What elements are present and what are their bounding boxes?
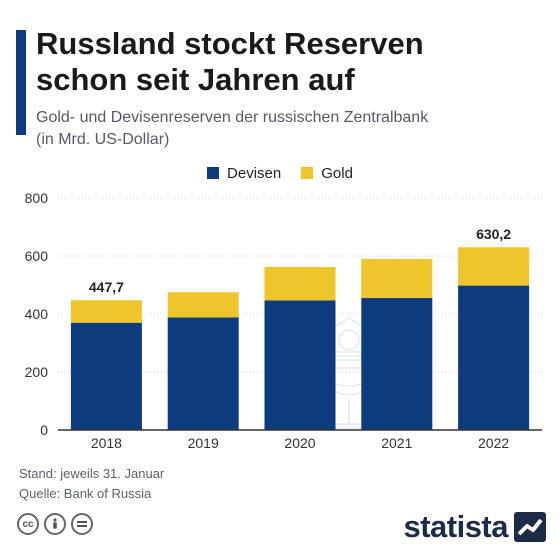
x-tick-label: 2020	[284, 435, 315, 451]
bar-gold-2021	[361, 258, 433, 299]
legend-swatch-gold	[301, 167, 314, 179]
title-line-1: Russland stockt Reserven	[36, 26, 424, 61]
footnote-date: Stand: jeweils 31. Januar	[19, 466, 165, 481]
x-tick-label: 2022	[478, 435, 509, 451]
statista-mark-icon	[514, 512, 546, 542]
subtitle-line-1: Gold- und Devisenreserven der russischen…	[36, 109, 429, 126]
x-tick-label: 2018	[91, 435, 122, 451]
total-label-2022: 630,2	[476, 226, 511, 242]
chart-subtitle: Gold- und Devisenreserven der russischen…	[36, 107, 546, 151]
person-icon[interactable]	[44, 513, 66, 535]
legend-item-gold: Gold	[301, 165, 353, 182]
equals-icon[interactable]	[71, 513, 93, 535]
cc-icon[interactable]: cc	[17, 513, 39, 535]
bar-devisen-2020	[264, 300, 336, 430]
bar-devisen-2018	[70, 322, 142, 430]
bar-gold-2022	[458, 247, 530, 286]
legend-label-gold: Gold	[321, 164, 353, 182]
legend-item-devisen: Devisen	[207, 165, 281, 182]
legend-swatch-devisen	[207, 167, 220, 179]
title-accent-bar	[16, 30, 26, 135]
bar-gold-2019	[167, 292, 239, 318]
y-tick-label: 0	[40, 422, 48, 438]
total-label-2018: 447,7	[89, 279, 124, 295]
y-tick-label: 600	[25, 248, 49, 264]
bar-devisen-2022	[458, 285, 530, 430]
bar-gold-2018	[70, 300, 142, 323]
footnote-source: Quelle: Bank of Russia	[19, 486, 152, 501]
chart-legend: Devisen Gold	[0, 163, 560, 183]
title-line-2: schon seit Jahren auf	[36, 62, 355, 97]
statista-logo[interactable]: statista	[403, 509, 546, 545]
statista-wordmark: statista	[403, 509, 508, 544]
x-tick-label: 2021	[381, 435, 412, 451]
x-tick-label: 2019	[188, 435, 219, 451]
y-tick-label: 800	[25, 190, 49, 206]
chart-title: Russland stockt Reserven schon seit Jahr…	[36, 26, 536, 98]
bar-gold-2020	[264, 267, 336, 301]
bar-devisen-2021	[361, 298, 433, 430]
y-tick-label: 400	[25, 306, 49, 322]
bar-devisen-2019	[167, 317, 239, 430]
legend-label-devisen: Devisen	[227, 164, 282, 182]
y-tick-label: 200	[25, 364, 49, 380]
subtitle-line-2: (in Mrd. US-Dollar)	[36, 131, 170, 148]
license-icons: cc	[17, 513, 93, 535]
